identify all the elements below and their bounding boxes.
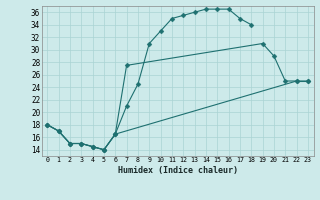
X-axis label: Humidex (Indice chaleur): Humidex (Indice chaleur): [118, 166, 237, 175]
